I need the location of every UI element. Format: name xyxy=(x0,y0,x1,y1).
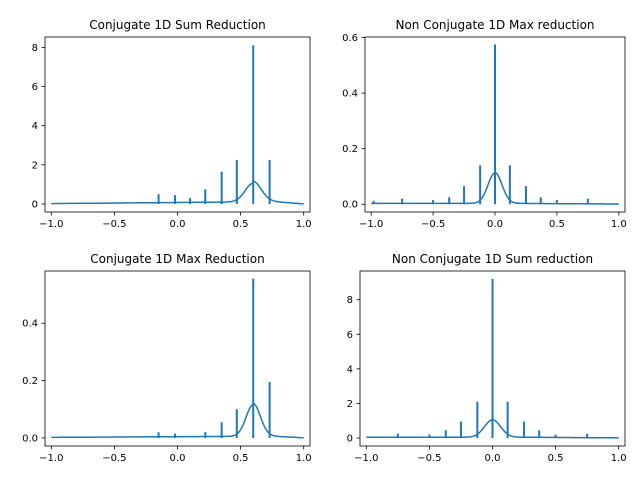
x-tick-label: 0.0 xyxy=(485,453,501,464)
subplot-conjugate-max: Conjugate 1D Max Reduction −1.0 −0.5 0.0 0.… xyxy=(22,252,312,464)
x-tick-label: −1.0 xyxy=(359,219,383,230)
series-line xyxy=(51,180,304,205)
y-tick-label: 6 xyxy=(347,330,353,341)
x-tick-label: −0.5 xyxy=(421,219,445,230)
chart-title: Non Conjugate 1D Sum reduction xyxy=(392,252,593,266)
y-tick-label: 4 xyxy=(32,121,38,132)
x-tick-label: 1.0 xyxy=(296,219,312,230)
x-tick-label: 1.0 xyxy=(611,219,627,230)
y-tick-label: 2 xyxy=(347,399,353,410)
chart-title: Conjugate 1D Sum Reduction xyxy=(89,18,266,32)
subplot-nonconjugate-max: Non Conjugate 1D Max reduction −1.0 −0.5 0… xyxy=(342,18,627,230)
y-tick-label: 8 xyxy=(347,295,353,306)
x-tick-label: 0.5 xyxy=(233,219,249,230)
y-tick-label: 0.0 xyxy=(22,433,38,444)
x-tick-label: −0.5 xyxy=(102,453,126,464)
x-tick-label: 0.0 xyxy=(170,219,186,230)
chart-title: Conjugate 1D Max Reduction xyxy=(90,252,264,266)
y-tick-label: 0.2 xyxy=(22,376,38,387)
x-tick-label: −1.0 xyxy=(39,453,63,464)
subplot-nonconjugate-sum: Non Conjugate 1D Sum reduction −1.0 −0.5 0… xyxy=(347,252,627,464)
y-tick-label: 0.6 xyxy=(342,33,358,44)
x-tick-label: 0.5 xyxy=(548,453,564,464)
y-tick-label: 0.2 xyxy=(342,144,358,155)
subplot-conjugate-sum: Conjugate 1D Sum Reduction −1.0 −0.5 0.0 0.… xyxy=(32,18,312,230)
chart-title: Non Conjugate 1D Max reduction xyxy=(395,18,594,32)
x-tick-label: 0.0 xyxy=(487,219,503,230)
x-tick-label: 0.5 xyxy=(549,219,565,230)
y-tick-label: 6 xyxy=(32,82,38,93)
y-tick-label: 4 xyxy=(347,364,353,375)
series-line xyxy=(51,402,304,439)
x-tick-label: −1.0 xyxy=(354,453,378,464)
y-tick-label: 8 xyxy=(32,43,38,54)
x-tick-label: 1.0 xyxy=(611,453,627,464)
x-tick-label: 1.0 xyxy=(296,453,312,464)
x-tick-label: 0.0 xyxy=(170,453,186,464)
x-tick-label: −0.5 xyxy=(102,219,126,230)
y-tick-label: 0 xyxy=(32,199,38,210)
x-tick-label: −0.5 xyxy=(417,453,441,464)
x-tick-label: 0.5 xyxy=(233,453,249,464)
y-tick-label: 0 xyxy=(347,434,353,445)
y-tick-label: 0.0 xyxy=(342,200,358,211)
y-tick-label: 0.4 xyxy=(342,89,358,100)
x-tick-label: −1.0 xyxy=(39,219,63,230)
y-tick-label: 0.4 xyxy=(22,319,38,330)
y-tick-label: 2 xyxy=(32,160,38,171)
